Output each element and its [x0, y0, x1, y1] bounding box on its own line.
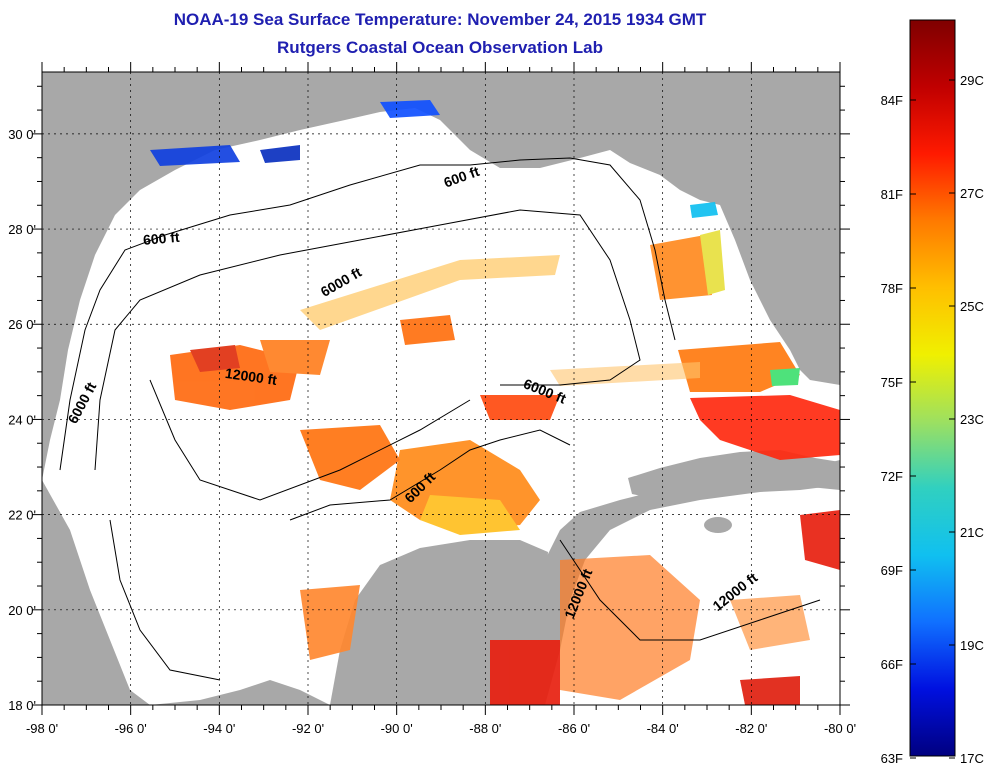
- contour-label: 12000 ft: [224, 365, 278, 388]
- lon-tick-label: -98 0': [26, 721, 58, 736]
- colorbar-f-label: 63F: [881, 751, 903, 766]
- contour-600ft-yucatan: [289, 429, 571, 521]
- map-title: NOAA-19 Sea Surface Temperature: Novembe…: [173, 10, 707, 29]
- lat-tick-label: 28 0': [8, 222, 36, 237]
- lon-tick-label: -90 0': [381, 721, 413, 736]
- contour-caribbean: [559, 539, 821, 641]
- colorbar-f-label: 72F: [881, 469, 903, 484]
- contour-12000ft: [149, 379, 471, 501]
- contour-6000ft: [94, 209, 641, 471]
- lat-tick-label: 26 0': [8, 317, 36, 332]
- lon-tick-label: -80 0': [824, 721, 856, 736]
- cuba-land: [628, 450, 840, 498]
- colorbar-c-label: 29C: [960, 73, 984, 88]
- lon-tick-label: -92 0': [292, 721, 324, 736]
- lon-tick-label: -86 0': [558, 721, 590, 736]
- colorbar-celsius-labels: 29C 27C 25C 23C 21C 19C 17C: [949, 73, 984, 766]
- lon-tick-label: -84 0': [647, 721, 679, 736]
- colorbar-c-label: 27C: [960, 186, 984, 201]
- colorbar-f-label: 84F: [881, 93, 903, 108]
- colorbar-f-label: 75F: [881, 375, 903, 390]
- colorbar-f-label: 66F: [881, 657, 903, 672]
- graticule: [42, 72, 840, 705]
- colorbar: [909, 19, 956, 757]
- contour-label: 600 ft: [142, 229, 180, 248]
- lat-tick-label: 20 0': [8, 603, 36, 618]
- colorbar-c-label: 23C: [960, 412, 984, 427]
- colorbar-c-label: 25C: [960, 299, 984, 314]
- colorbar-f-label: 78F: [881, 281, 903, 296]
- lon-tick-label: -96 0': [115, 721, 147, 736]
- longitude-labels: -98 0' -96 0' -94 0' -92 0' -90 0' -88 0' -86 …: [26, 721, 856, 736]
- gulf-water: [42, 108, 840, 705]
- colorbar-f-label: 69F: [881, 563, 903, 578]
- lat-tick-label: 22 0': [8, 508, 36, 523]
- bathymetry-contours: [59, 157, 821, 681]
- sst-patches: [150, 100, 840, 705]
- lon-tick-label: -82 0': [735, 721, 767, 736]
- contour-6000ft-south: [109, 519, 221, 681]
- lon-tick-label: -94 0': [203, 721, 235, 736]
- contour-600ft: [59, 157, 676, 471]
- lat-tick-label: 24 0': [8, 412, 36, 427]
- colorbar-f-label: 81F: [881, 187, 903, 202]
- colorbar-c-label: 17C: [960, 751, 984, 766]
- colorbar-c-label: 19C: [960, 638, 984, 653]
- axis-ticks: [32, 62, 850, 715]
- colorbar-fahrenheit-labels: 84F 81F 78F 75F 72F 69F 66F 63F: [881, 93, 916, 766]
- lat-tick-label: 18 0': [8, 698, 36, 713]
- colorbar-c-label: 21C: [960, 525, 984, 540]
- isle-of-youth: [704, 517, 732, 533]
- latitude-labels: 30 0' 28 0' 26 0' 24 0' 22 0' 20 0' 18 0': [8, 127, 36, 713]
- map-subtitle: Rutgers Coastal Ocean Observation Lab: [277, 38, 603, 57]
- lon-tick-label: -88 0': [469, 721, 501, 736]
- lat-tick-label: 30 0': [8, 127, 36, 142]
